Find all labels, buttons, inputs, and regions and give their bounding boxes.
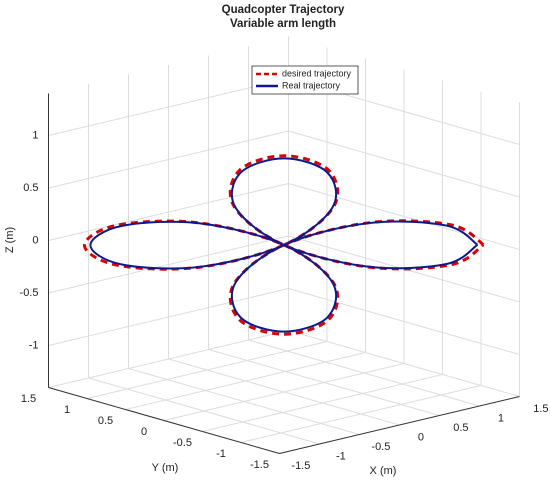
y-tick-label: 1: [64, 404, 70, 416]
grid-line: [48, 78, 289, 136]
grid-line: [48, 235, 289, 294]
y-tick-label: 1.5: [21, 393, 36, 405]
y-axis: [48, 387, 280, 454]
z-tick-label: -1: [29, 339, 39, 351]
x-axis-label: X (m): [370, 465, 397, 477]
grid-line: [48, 288, 289, 346]
grid-line: [240, 385, 482, 443]
z-tick-label: 0: [32, 234, 38, 246]
z-axis-label: Z (m): [4, 227, 16, 253]
grid-line: [288, 183, 520, 250]
y-tick-label: -0.5: [173, 437, 192, 449]
y-tick-label: 0: [141, 426, 147, 438]
y-tick-label: -1: [216, 448, 226, 460]
grid-line: [125, 352, 366, 410]
y-tick-label: -1.5: [250, 459, 269, 471]
z-tick-label: -0.5: [20, 287, 39, 299]
grid-line: [86, 341, 328, 399]
x-axis: [279, 396, 520, 454]
x-tick-label: 0: [418, 431, 424, 443]
trajectory-line: [89, 157, 479, 333]
z-tick-label: 0.5: [23, 182, 38, 194]
grid-line: [163, 363, 405, 421]
x-tick-label: 1.5: [533, 403, 548, 415]
grid-line: [48, 130, 289, 189]
x-tick-label: 0.5: [453, 422, 468, 434]
chart-subtitle: Variable arm length: [230, 18, 336, 30]
z-tick-label: 1: [32, 129, 38, 141]
y-axis-label: Y (m): [152, 462, 179, 474]
y-tick-label: 0.5: [98, 415, 113, 427]
grid-line: [48, 330, 289, 388]
x-tick-label: -0.5: [371, 441, 390, 453]
legend-box: [251, 65, 359, 95]
x-tick-label: 1: [498, 412, 504, 424]
x-tick-label: -1: [336, 450, 346, 462]
grid-line: [48, 183, 289, 241]
chart-title: Quadcopter Trajectory: [222, 4, 345, 16]
grid-line: [288, 130, 520, 198]
legend-label: Real trajectory: [282, 80, 341, 90]
grid-line: [202, 374, 443, 432]
x-tick-label: -1.5: [291, 460, 310, 472]
legend-label: desired trajectory: [282, 68, 352, 78]
grid-line: [288, 288, 520, 355]
